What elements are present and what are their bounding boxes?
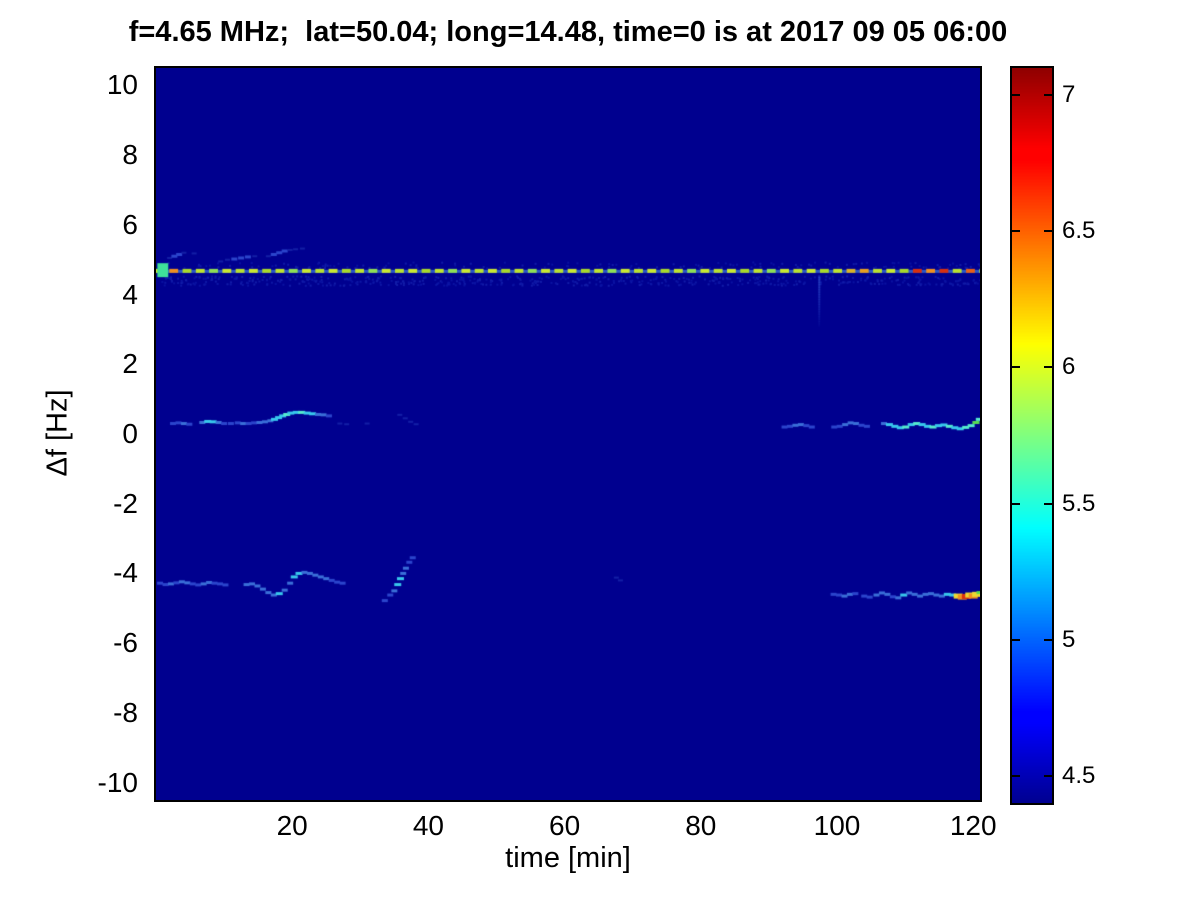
colorbar-tick-mark: [1012, 638, 1020, 641]
x-tick-label: 40: [412, 810, 444, 841]
colorbar: [1010, 66, 1054, 805]
y-tick-label: -2: [113, 487, 138, 519]
y-tick-label: -6: [113, 627, 138, 659]
x-tick-label: 100: [813, 810, 861, 841]
colorbar-tick-label: 6.5: [1062, 217, 1096, 245]
colorbar-tick-label: 7: [1062, 81, 1076, 109]
y-tick-label: -10: [97, 766, 138, 798]
colorbar-gradient: [1012, 68, 1052, 803]
colorbar-tick-label: 5: [1062, 625, 1076, 653]
plot-area: [154, 66, 982, 802]
colorbar-tick-label: 4.5: [1062, 761, 1096, 789]
x-tick-label: 60: [549, 810, 581, 841]
colorbar-tick-mark: [1044, 502, 1052, 505]
colorbar-tick-label: 6: [1062, 353, 1076, 381]
x-tick-label: 120: [949, 810, 997, 841]
y-axis-label: Δf [Hz]: [41, 389, 74, 477]
y-tick-label: 2: [122, 348, 138, 380]
colorbar-tick-mark: [1012, 94, 1020, 97]
x-tick-label: 80: [685, 810, 717, 841]
colorbar-tick-mark: [1044, 366, 1052, 369]
heatmap-canvas: [156, 68, 980, 800]
x-tick-label: 20: [276, 810, 308, 841]
colorbar-tick-mark: [1012, 774, 1020, 777]
chart-title: f=4.65 MHz; lat=50.04; long=14.48, time=…: [128, 16, 1008, 48]
colorbar-tick-mark: [1012, 502, 1020, 505]
colorbar-tick-mark: [1012, 230, 1020, 233]
x-axis-label: time [min]: [505, 842, 631, 874]
y-tick-label: 8: [122, 139, 138, 171]
y-tick-label: 10: [106, 69, 138, 101]
y-tick-label: 4: [122, 278, 138, 310]
y-tick-label: 6: [122, 208, 138, 240]
colorbar-tick-mark: [1044, 774, 1052, 777]
colorbar-tick-mark: [1044, 230, 1052, 233]
y-tick-label: -8: [113, 696, 138, 728]
colorbar-tick-mark: [1044, 638, 1052, 641]
y-tick-label: 0: [122, 418, 138, 449]
colorbar-tick-label: 5.5: [1062, 489, 1096, 517]
colorbar-tick-mark: [1012, 366, 1020, 369]
colorbar-tick-mark: [1044, 94, 1052, 97]
y-tick-label: -4: [113, 557, 138, 589]
